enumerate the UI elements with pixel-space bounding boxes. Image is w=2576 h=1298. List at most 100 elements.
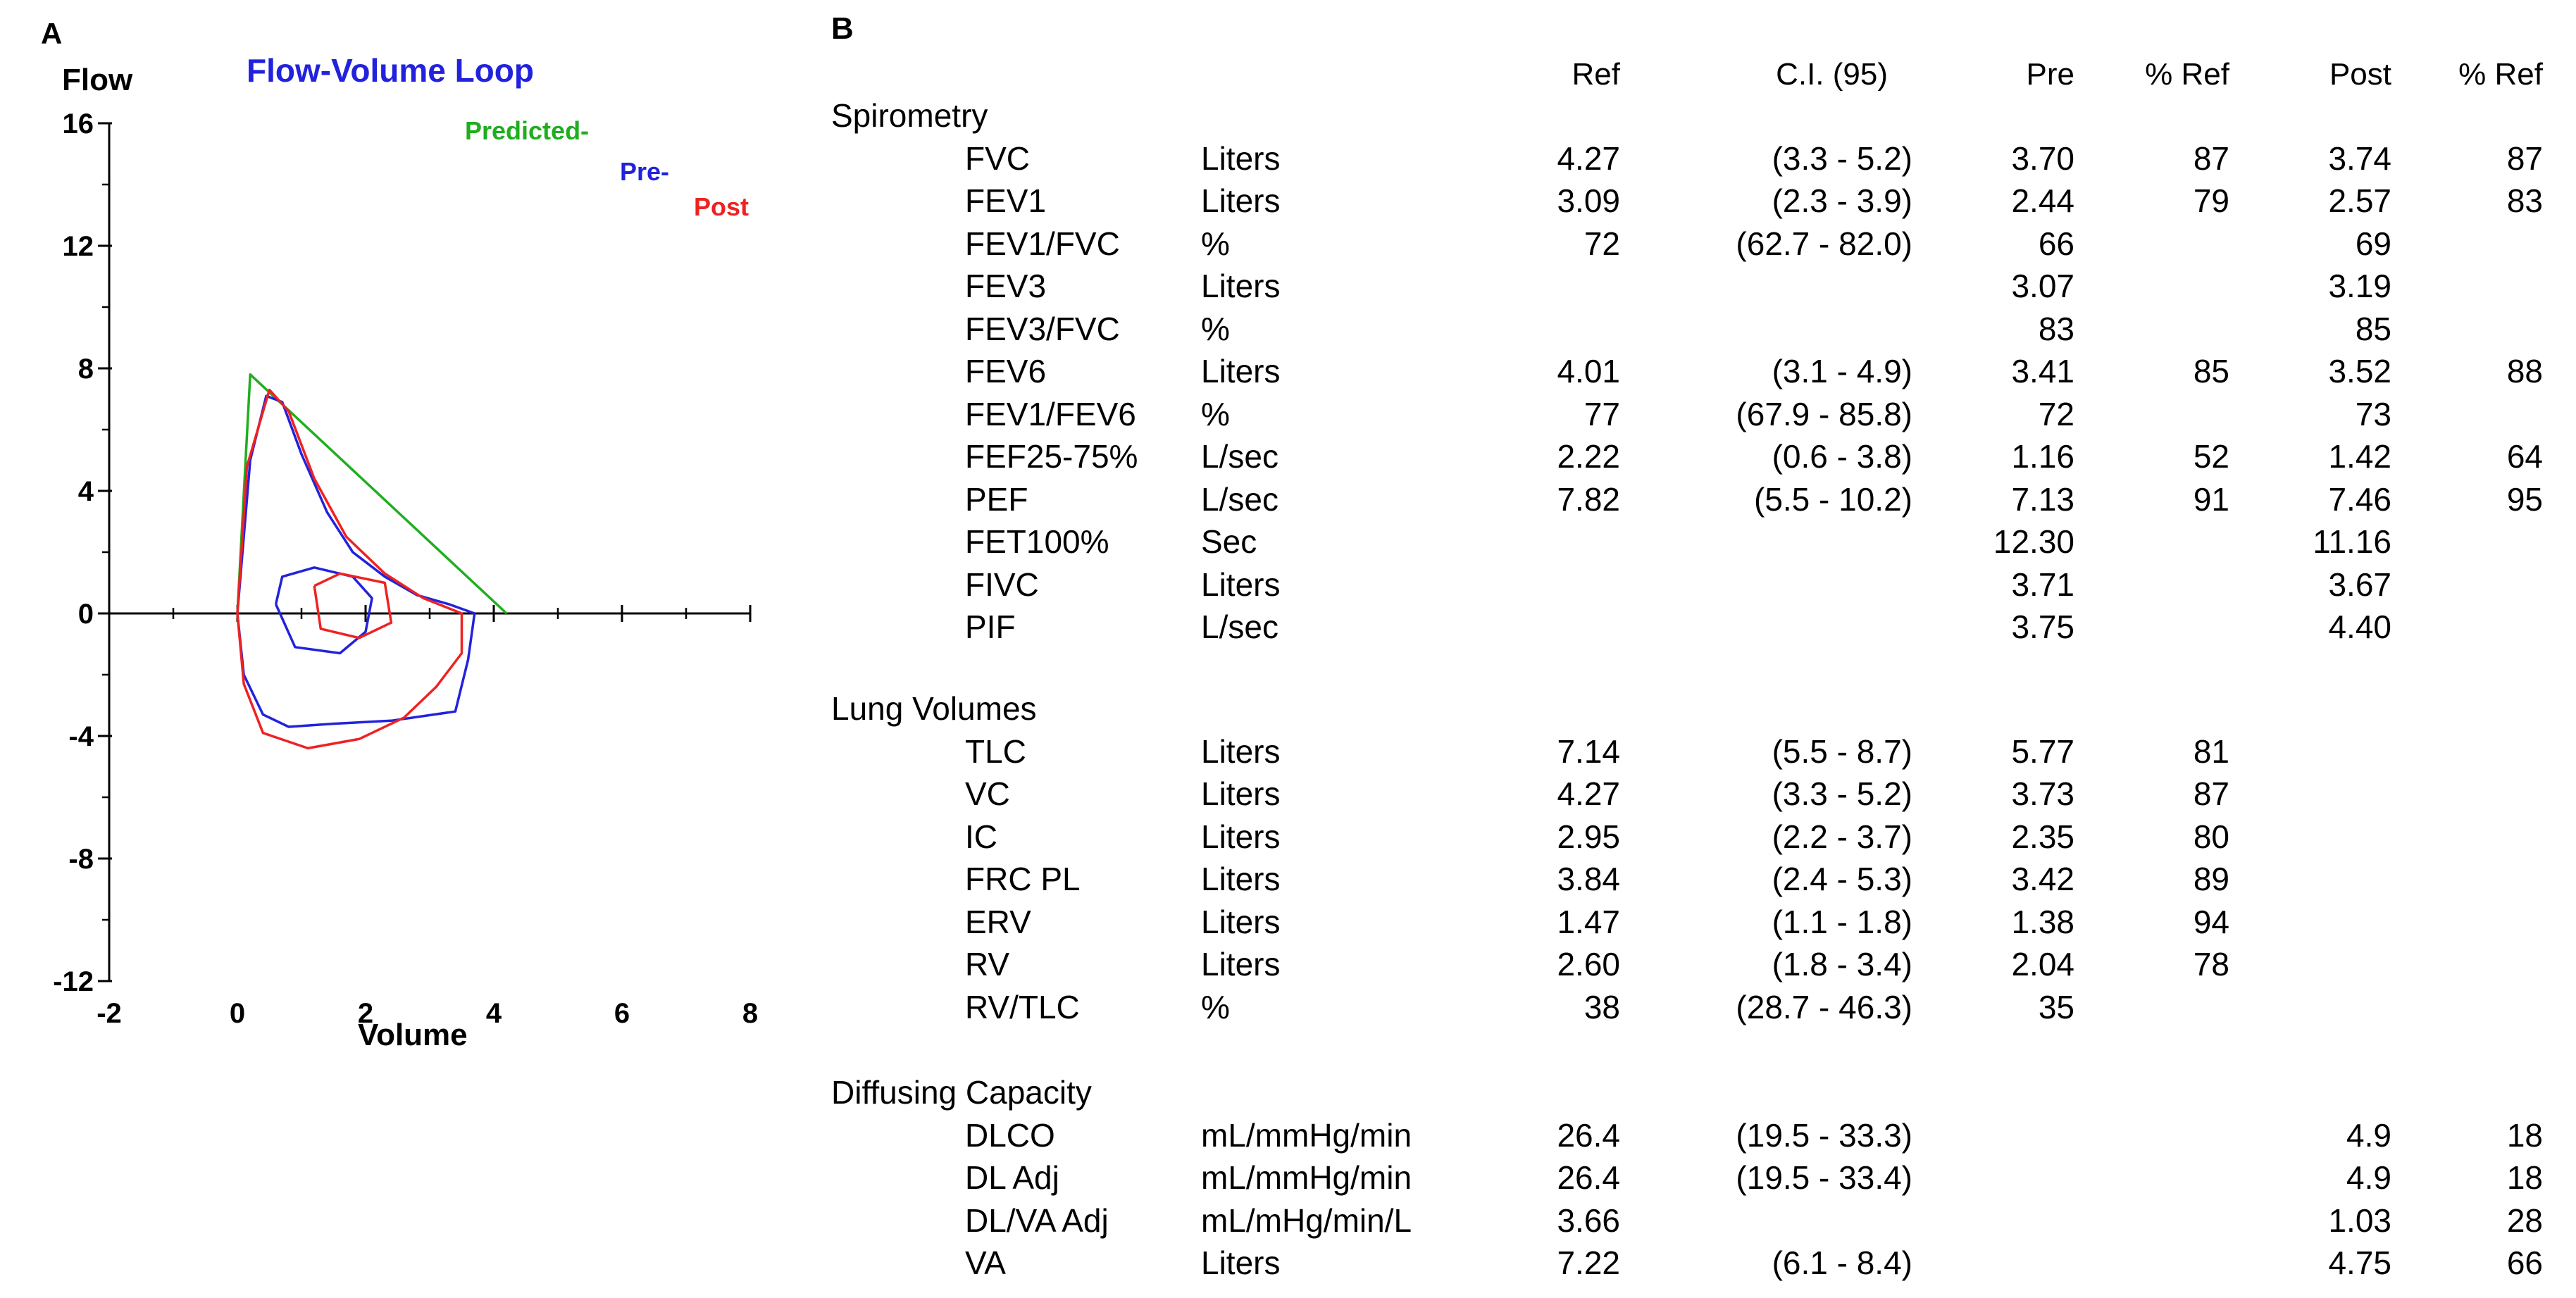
header-ci: C.I. (95) — [1776, 57, 1888, 92]
parameter-name: RV/TLC — [965, 988, 1080, 1025]
ci-value: (6.1 - 8.4) — [1772, 1244, 1912, 1281]
post-pct-ref: 18 — [2506, 1159, 2543, 1196]
legend-entry: Predicted- — [465, 116, 589, 145]
post-value: 2.57 — [2328, 182, 2391, 219]
ref-value: 72 — [1583, 225, 1620, 262]
pre-pct-ref: 87 — [2193, 775, 2229, 812]
post-value: 3.52 — [2328, 353, 2391, 389]
ref-value: 3.66 — [1557, 1202, 1620, 1239]
ref-value: 38 — [1583, 988, 1620, 1025]
ci-value: (62.7 - 82.0) — [1736, 225, 1912, 262]
pre-value: 2.04 — [2011, 946, 2074, 982]
post-value: 3.74 — [2328, 139, 2391, 177]
post-value: 11.16 — [2313, 523, 2391, 560]
post-value: 4.75 — [2328, 1244, 2391, 1281]
unit: % — [1201, 395, 1230, 432]
ref-value: 26.4 — [1557, 1159, 1620, 1196]
pre-pct-ref: 79 — [2193, 182, 2229, 219]
pre-value: 7.13 — [2011, 480, 2074, 518]
parameter-name: DLCO — [965, 1116, 1055, 1154]
parameter-name: FEF25-75% — [965, 438, 1138, 475]
parameter-name: FEV6 — [965, 353, 1047, 389]
ci-value: (2.3 - 3.9) — [1772, 182, 1912, 219]
post-value: 3.19 — [2328, 268, 2391, 304]
post-value: 1.42 — [2328, 438, 2391, 475]
ref-value: 26.4 — [1557, 1116, 1620, 1154]
parameter-name: FRC PL — [965, 861, 1081, 897]
ci-value: (1.8 - 3.4) — [1772, 946, 1912, 982]
x-axis-title: Volume — [358, 1018, 468, 1052]
x-tick-label: 6 — [614, 998, 630, 1029]
y-axis-title: Flow — [62, 63, 133, 97]
unit: Liters — [1201, 268, 1281, 304]
y-tick-label: -8 — [68, 844, 94, 875]
unit: Liters — [1201, 775, 1281, 812]
ci-value: (1.1 - 1.8) — [1772, 903, 1912, 940]
parameter-name: FEV3/FVC — [965, 310, 1120, 347]
x-tick-label: 8 — [742, 998, 758, 1029]
parameter-name: ERV — [965, 903, 1031, 940]
parameter-name: VA — [965, 1244, 1006, 1281]
ref-value: 4.27 — [1557, 139, 1620, 177]
parameter-name: PIF — [965, 609, 1016, 645]
pre-value: 2.35 — [2011, 818, 2074, 855]
unit: Liters — [1201, 903, 1281, 940]
pre-value: 3.75 — [2011, 609, 2074, 645]
post-value: 85 — [2355, 310, 2391, 347]
post-value: 73 — [2355, 395, 2391, 432]
ci-value: (5.5 - 10.2) — [1754, 480, 1912, 518]
ref-value: 2.95 — [1557, 818, 1620, 855]
parameter-name: FEV1/FVC — [965, 225, 1120, 262]
header-post-pct-ref: % Ref — [2458, 57, 2543, 92]
post-pct-ref: 95 — [2506, 480, 2543, 518]
ref-value: 7.82 — [1557, 480, 1620, 518]
post-pct-ref: 88 — [2506, 353, 2543, 389]
parameter-name: FET100% — [965, 523, 1109, 560]
post-value: 3.67 — [2328, 566, 2391, 603]
pre-value: 3.42 — [2011, 861, 2074, 897]
series-line-post-3 — [236, 388, 463, 750]
unit: Liters — [1201, 818, 1281, 855]
section-title: Spirometry — [831, 97, 988, 134]
ref-value: 7.14 — [1557, 732, 1620, 770]
ref-value: 2.60 — [1557, 946, 1620, 982]
y-tick-label: 12 — [63, 231, 94, 262]
ref-value: 2.22 — [1557, 438, 1620, 475]
unit: Liters — [1201, 182, 1281, 219]
unit: Sec — [1201, 523, 1257, 560]
ref-value: 4.27 — [1557, 775, 1620, 812]
parameter-name: FEV1 — [965, 182, 1047, 219]
x-tick-label: 4 — [486, 998, 502, 1029]
pre-pct-ref: 85 — [2193, 353, 2229, 389]
pre-value: 66 — [2038, 225, 2074, 262]
ci-value: (2.4 - 5.3) — [1772, 861, 1912, 897]
series-line-pre-1 — [236, 394, 476, 728]
pre-pct-ref: 78 — [2193, 946, 2229, 982]
unit: mL/mmHg/min — [1201, 1159, 1412, 1196]
parameter-name: DL/VA Adj — [965, 1202, 1109, 1239]
unit: Liters — [1201, 353, 1281, 389]
section-title: Diffusing Capacity — [831, 1074, 1092, 1111]
ci-value: (3.3 - 5.2) — [1772, 775, 1912, 812]
post-value: 4.9 — [2346, 1159, 2391, 1196]
parameter-name: RV — [965, 946, 1010, 982]
series-line-predicted-0 — [236, 373, 508, 615]
legend: Predicted- Pre- Post — [465, 116, 749, 221]
unit: Liters — [1201, 732, 1281, 770]
y-tick-label: -12 — [53, 966, 94, 997]
pre-value: 83 — [2038, 310, 2074, 347]
pre-value: 1.38 — [2011, 903, 2074, 940]
unit: % — [1201, 988, 1230, 1025]
series-line-pre-2 — [274, 566, 373, 655]
header-pre: Pre — [2026, 57, 2074, 92]
pre-pct-ref: 91 — [2193, 480, 2229, 518]
section-title: Lung Volumes — [831, 690, 1037, 727]
ref-value: 4.01 — [1557, 353, 1620, 389]
pre-value: 12.30 — [1993, 523, 2074, 560]
post-value: 1.03 — [2328, 1202, 2391, 1239]
header-ref: Ref — [1572, 57, 1620, 92]
ref-value: 3.84 — [1557, 861, 1620, 897]
unit: Liters — [1201, 566, 1281, 603]
pre-pct-ref: 81 — [2193, 732, 2229, 770]
parameter-name: TLC — [965, 732, 1026, 770]
